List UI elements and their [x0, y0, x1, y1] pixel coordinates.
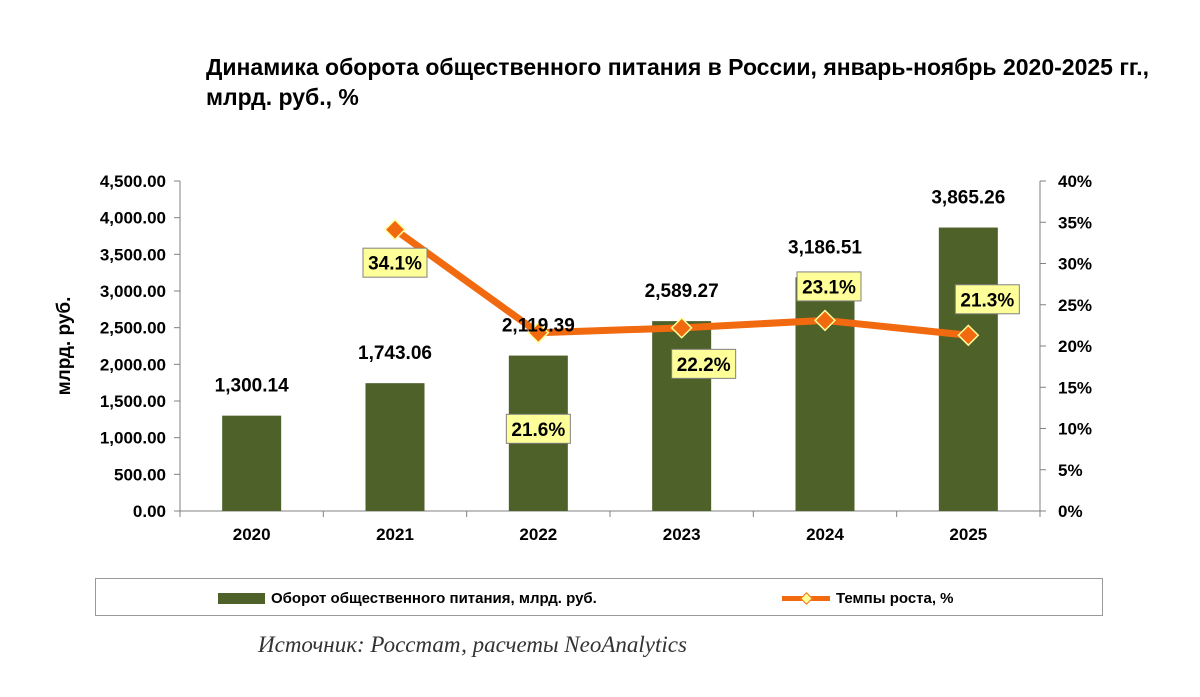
y-tick-label-left: 3,500.00	[100, 245, 166, 264]
y-tick-label-left: 1,500.00	[100, 392, 166, 411]
y-axis-title: млрд. руб.	[54, 297, 75, 396]
growth-label-box	[954, 284, 1020, 315]
y-tick-label-right: 10%	[1058, 420, 1092, 439]
growth-marker	[670, 316, 693, 339]
y-tick-label-right: 15%	[1058, 378, 1092, 397]
y-tick-label-right: 30%	[1058, 255, 1092, 274]
growth-marker	[527, 321, 550, 344]
growth-label-box	[671, 348, 737, 379]
bar-value-label: 3,186.51	[788, 237, 862, 258]
y-tick-label-left: 2,000.00	[100, 355, 166, 374]
growth-marker	[814, 309, 836, 332]
x-tick-label: 2020	[233, 525, 271, 544]
x-tick-label: 2023	[663, 525, 701, 544]
growth-value-label: 34.1%	[368, 254, 422, 275]
bar-value-label: 1,743.06	[358, 343, 432, 364]
bar-value-label: 3,865.26	[931, 188, 1005, 209]
y-tick-label-right: 20%	[1058, 337, 1092, 356]
growth-value-label: 21.3%	[960, 290, 1014, 311]
y-tick-label-left: 500.00	[114, 465, 166, 484]
x-tick-label: 2024	[806, 525, 844, 544]
y-tick-label-right: 40%	[1058, 172, 1092, 191]
bar	[365, 383, 425, 511]
growth-value-label: 21.6%	[511, 420, 565, 441]
growth-marker	[384, 218, 406, 241]
legend-bar-swatch	[218, 592, 265, 604]
growth-value-label: 22.2%	[677, 355, 731, 376]
growth-marker	[957, 324, 980, 347]
chart-legend: Оборот общественного питания, млрд. руб.…	[95, 578, 1103, 616]
source-note: Источник: Росстат, расчеты NeoAnalytics	[258, 632, 687, 657]
y-tick-label-left: 0.00	[133, 502, 166, 521]
legend-item-growth: Темпы роста, %	[782, 579, 954, 617]
y-tick-label-left: 2,500.00	[100, 319, 166, 338]
bar	[222, 415, 282, 511]
growth-label-box	[505, 413, 571, 444]
y-tick-label-left: 3,000.00	[100, 282, 166, 301]
x-tick-label: 2022	[519, 525, 557, 544]
y-tick-label-left: 4,500.00	[100, 172, 166, 191]
y-tick-label-right: 5%	[1058, 461, 1083, 480]
bar-value-label: 1,300.14	[215, 376, 289, 397]
growth-label-box	[362, 247, 428, 278]
growth-value-label: 23.1%	[802, 277, 856, 298]
y-tick-label-right: 25%	[1058, 296, 1092, 315]
legend-item-turnover: Оборот общественного питания, млрд. руб.	[218, 579, 597, 617]
chart-title: Динамика оборота общественного питания в…	[206, 54, 1149, 110]
bar-value-label: 2,589.27	[645, 281, 719, 302]
legend-label-growth: Темпы роста, %	[836, 589, 954, 607]
growth-label-box	[796, 271, 862, 302]
y-tick-label-left: 1,000.00	[100, 429, 166, 448]
bar	[938, 227, 998, 511]
x-tick-label: 2025	[949, 525, 987, 544]
bar-value-label: 2,119.39	[502, 316, 575, 337]
y-tick-label-right: 35%	[1058, 213, 1092, 232]
legend-label-turnover: Оборот общественного питания, млрд. руб.	[271, 589, 597, 607]
y-tick-label-right: 0%	[1058, 502, 1083, 521]
x-tick-label: 2021	[376, 525, 414, 544]
legend-line-swatch	[782, 591, 830, 605]
y-tick-label-left: 4,000.00	[100, 209, 166, 228]
